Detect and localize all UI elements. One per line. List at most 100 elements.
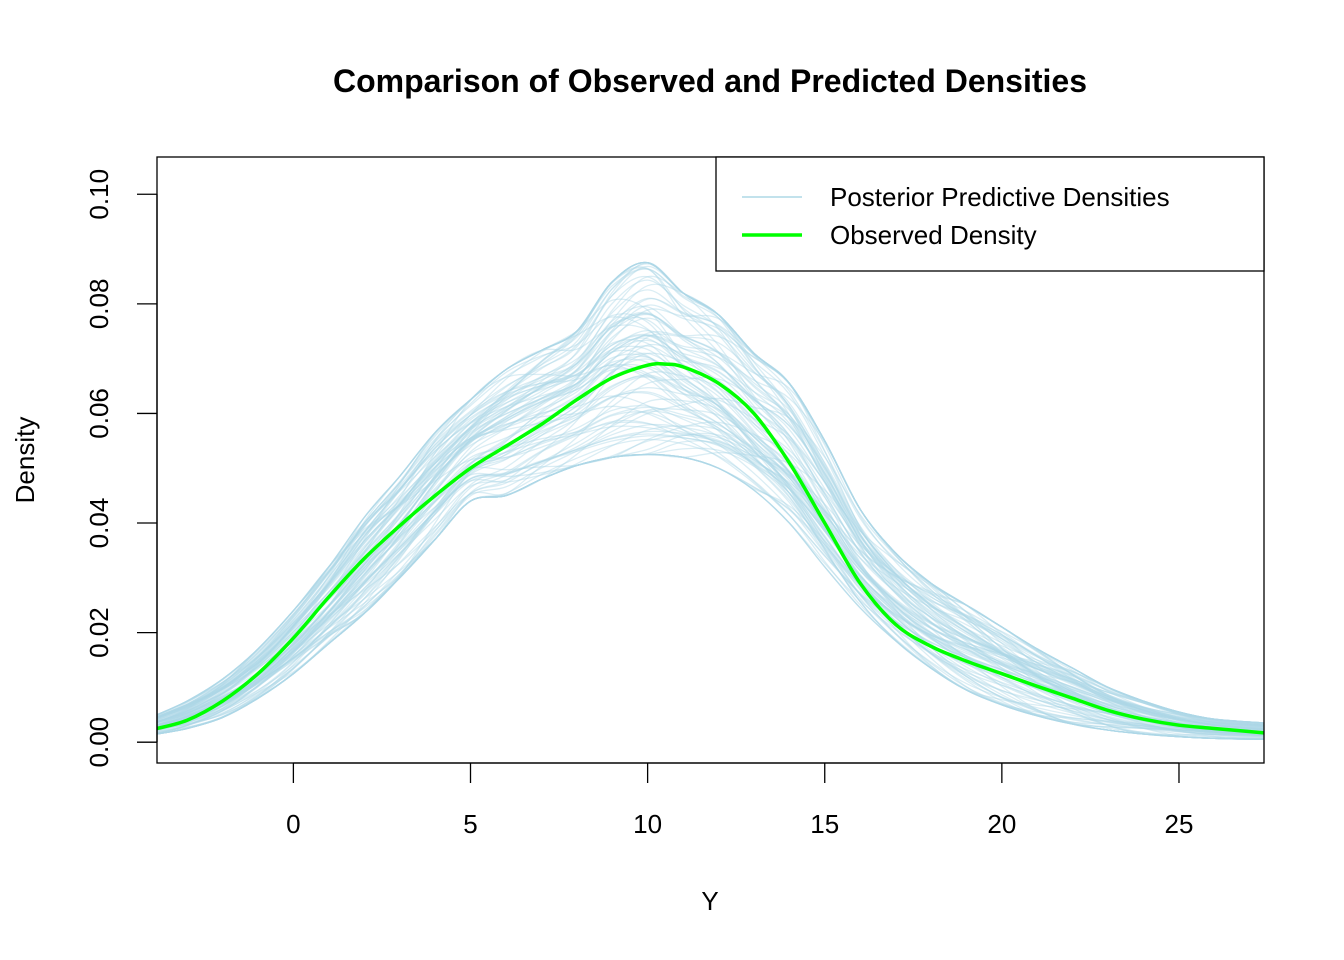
posterior-density-line	[156, 304, 1265, 732]
posterior-density-line	[156, 275, 1265, 724]
legend-label-observed: Observed Density	[830, 220, 1037, 250]
posterior-density-line	[156, 453, 1265, 740]
posterior-density-line	[156, 283, 1265, 733]
posterior-density-line	[156, 334, 1265, 733]
x-tick-label: 0	[286, 809, 300, 839]
posterior-density-line	[156, 363, 1265, 730]
posterior-density-line	[156, 453, 1265, 734]
posterior-density-line	[156, 267, 1265, 727]
posterior-density-line	[156, 453, 1265, 741]
x-axis: 0 5 10 15 20 25	[286, 762, 1193, 839]
posterior-density-line	[156, 353, 1265, 733]
x-tick-label: 20	[987, 809, 1016, 839]
posterior-density-line	[156, 305, 1265, 725]
y-tick-label: 0.06	[84, 388, 114, 439]
posterior-density-line	[156, 337, 1265, 741]
posterior-density-line	[156, 312, 1265, 733]
posterior-density-line	[156, 261, 1265, 725]
posterior-density-line	[156, 453, 1265, 733]
posterior-density-line	[156, 358, 1265, 736]
posterior-density-line	[156, 329, 1265, 737]
legend-box	[715, 156, 1265, 272]
posterior-density-line	[156, 263, 1265, 724]
posterior-density-line	[156, 438, 1265, 740]
posterior-density-line	[156, 451, 1265, 733]
posterior-density-line	[156, 374, 1265, 727]
posterior-density-line	[156, 338, 1265, 724]
posterior-density-line	[156, 405, 1265, 735]
x-tick-label: 10	[633, 809, 662, 839]
posterior-density-line	[156, 333, 1265, 727]
posterior-density-line	[156, 397, 1265, 741]
posterior-density-line	[156, 376, 1265, 724]
y-axis: 0.00 0.02 0.04 0.06 0.08 0.10	[84, 169, 158, 768]
posterior-density-line	[156, 405, 1265, 735]
posterior-density-line	[156, 308, 1265, 729]
posterior-density-line	[156, 324, 1265, 731]
y-tick-label: 0.10	[84, 169, 114, 220]
posterior-density-line	[156, 333, 1265, 727]
posterior-density-line	[156, 358, 1265, 730]
posterior-density-line	[156, 331, 1265, 732]
posterior-density-line	[156, 434, 1265, 741]
posterior-density-line	[156, 313, 1265, 726]
y-tick-label: 0.04	[84, 498, 114, 549]
posterior-density-line	[156, 339, 1265, 730]
posterior-density-line	[156, 398, 1265, 731]
posterior-density-line	[156, 279, 1265, 727]
posterior-density-line	[156, 406, 1265, 735]
posterior-density-line	[156, 410, 1265, 741]
posterior-density-line	[156, 261, 1265, 728]
posterior-density-line	[156, 375, 1265, 734]
posterior-density-line	[156, 433, 1265, 730]
posterior-density-line	[156, 421, 1265, 739]
posterior-density-line	[156, 425, 1265, 729]
posterior-density-line	[156, 313, 1265, 729]
posterior-density-line	[156, 425, 1265, 738]
posterior-density-line	[156, 261, 1265, 724]
y-tick-label: 0.08	[84, 279, 114, 330]
posterior-density-line	[156, 261, 1265, 730]
posterior-density-line	[156, 261, 1265, 734]
legend: Posterior Predictive Densities Observed …	[715, 156, 1265, 272]
posterior-density-line	[156, 261, 1265, 727]
posterior-predictive-lines	[156, 261, 1265, 741]
posterior-density-line	[156, 423, 1265, 741]
posterior-density-line	[156, 447, 1265, 741]
observed-density-line-group	[156, 361, 1265, 735]
posterior-density-line	[156, 432, 1265, 737]
posterior-density-line	[156, 430, 1265, 740]
x-tick-label: 15	[810, 809, 839, 839]
posterior-density-line	[156, 317, 1265, 726]
posterior-density-line	[156, 261, 1265, 731]
posterior-density-line	[156, 334, 1265, 726]
posterior-density-line	[156, 349, 1265, 733]
y-tick-label: 0.00	[84, 717, 114, 768]
posterior-density-line	[156, 408, 1265, 735]
posterior-density-line	[156, 275, 1265, 724]
posterior-density-line	[156, 313, 1265, 731]
posterior-density-line	[156, 440, 1265, 736]
posterior-density-line	[156, 395, 1265, 735]
posterior-density-line	[156, 387, 1265, 730]
posterior-density-line	[156, 453, 1265, 733]
posterior-density-line	[156, 352, 1265, 740]
observed-density-line	[156, 361, 1265, 735]
posterior-density-line	[156, 390, 1265, 734]
chart-title: Comparison of Observed and Predicted Den…	[333, 63, 1087, 99]
posterior-density-line	[156, 262, 1265, 728]
posterior-density-line	[156, 266, 1265, 733]
posterior-density-line	[156, 363, 1265, 726]
posterior-density-line	[156, 297, 1265, 724]
posterior-density-line	[156, 376, 1265, 736]
posterior-density-line	[156, 316, 1265, 730]
posterior-density-line	[156, 419, 1265, 741]
posterior-density-line	[156, 365, 1265, 731]
posterior-density-line	[156, 343, 1265, 734]
posterior-density-line	[156, 335, 1265, 727]
posterior-density-line	[156, 421, 1265, 741]
posterior-density-line	[156, 435, 1265, 736]
posterior-density-line	[156, 371, 1265, 734]
posterior-density-line	[156, 453, 1265, 739]
